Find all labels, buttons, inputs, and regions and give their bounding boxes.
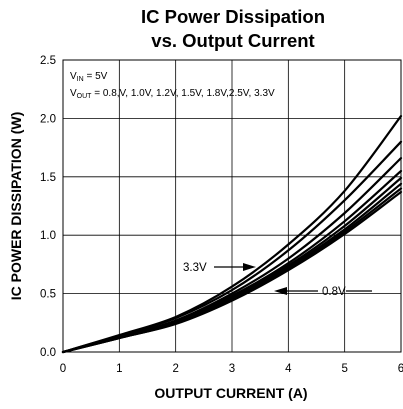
annotation-0v8-arrow-head [274, 287, 287, 295]
gridlines [63, 60, 401, 352]
annotations: 3.3V 0.8V [183, 262, 372, 298]
series-lines [61, 115, 403, 354]
x-tick-label: 2 [172, 363, 178, 375]
tick-labels: 0 1 2 3 4 5 6 0.0 0.5 1.0 1.5 2.0 2.5 [40, 55, 403, 375]
x-tick-label: 6 [398, 363, 403, 375]
annotation-3v3-label: 3.3V [183, 262, 207, 274]
series-line-2v5V [61, 157, 403, 354]
annotation-3v3-arrow-head [243, 263, 256, 271]
x-tick-label: 3 [229, 363, 235, 375]
y-tick-label: 1.5 [40, 172, 56, 184]
y-axis-label: IC POWER DISSIPATION (W) [8, 112, 24, 300]
x-tick-label: 5 [341, 363, 347, 375]
y-tick-label: 2.5 [40, 55, 56, 67]
chart-title-line-2: vs. Output Current [151, 30, 314, 51]
y-tick-label: 2.0 [40, 113, 56, 125]
conditions-note: VIN = 5V VOUT = 0.8,V, 1.0V, 1.2V, 1.5V,… [70, 71, 275, 100]
series-line-extra-7 [61, 115, 403, 354]
x-tick-label: 0 [60, 363, 66, 375]
vin-condition: VIN = 5V [70, 71, 108, 83]
x-axis-label: OUTPUT CURRENT (A) [154, 385, 307, 401]
x-tick-label: 1 [116, 363, 122, 375]
y-tick-label: 0.5 [40, 289, 56, 301]
axes [62, 59, 402, 353]
annotation-0v8-label: 0.8V [322, 286, 346, 298]
y-tick-label: 0.0 [40, 347, 56, 359]
plot-frame [62, 59, 402, 353]
vout-condition: VOUT = 0.8,V, 1.0V, 1.2V, 1.5V, 1.8V,2.5… [70, 88, 275, 100]
chart-title-line-1: IC Power Dissipation [141, 6, 325, 27]
x-tick-label: 4 [285, 363, 292, 375]
y-tick-label: 1.0 [40, 230, 56, 242]
